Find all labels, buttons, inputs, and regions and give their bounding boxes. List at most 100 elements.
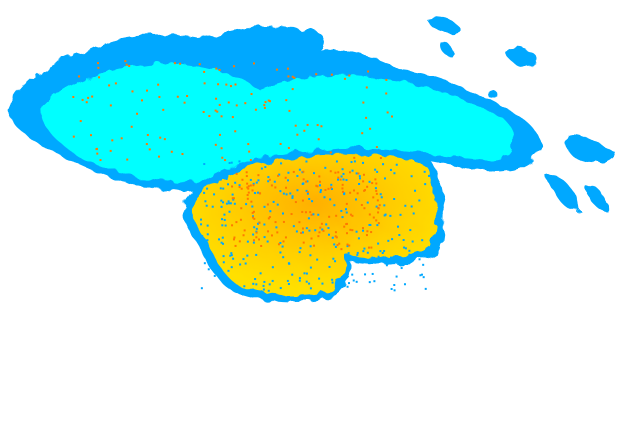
echo-speckle	[325, 223, 328, 226]
echo-speckle	[278, 173, 281, 176]
echo-speckle	[360, 203, 363, 206]
echo-speckle	[264, 166, 267, 169]
echo-speckle	[382, 163, 385, 166]
echo-speckle	[258, 192, 261, 195]
echo-speckle	[315, 184, 318, 187]
echo-speckle	[309, 266, 312, 269]
echo-speckle	[321, 228, 324, 231]
echo-speckle	[214, 143, 217, 146]
echo-speckle	[257, 238, 260, 241]
echo-speckle	[176, 95, 179, 98]
echo-speckle	[368, 213, 371, 216]
echo-speckle	[379, 250, 382, 253]
echo-cell	[425, 16, 460, 33]
echo-speckle	[234, 181, 237, 184]
echo-speckle	[298, 277, 301, 280]
echo-speckle	[250, 93, 253, 96]
echo-speckle	[363, 207, 366, 210]
echo-speckle	[305, 160, 308, 163]
echo-speckle	[377, 242, 380, 245]
echo-speckle	[281, 245, 284, 248]
echo-speckle	[287, 146, 290, 149]
echo-speckle	[252, 233, 255, 236]
echo-speckle	[375, 146, 378, 149]
echo-speckle	[404, 247, 407, 250]
echo-speckle	[345, 232, 348, 235]
echo-cell	[585, 184, 607, 210]
echo-speckle	[254, 278, 257, 281]
echo-speckle	[341, 168, 344, 171]
echo-speckle	[363, 189, 366, 192]
echo-speckle	[320, 222, 323, 225]
echo-speckle	[424, 183, 427, 186]
echo-speckle	[266, 240, 269, 243]
echo-speckle	[280, 162, 283, 165]
echo-speckle	[355, 280, 358, 283]
echo-speckle	[269, 210, 272, 213]
echo-speckle	[282, 192, 285, 195]
echo-speckle	[395, 163, 398, 166]
echo-speckle	[366, 185, 369, 188]
echo-speckle	[302, 241, 305, 244]
echo-speckle	[250, 200, 253, 203]
echo-speckle	[318, 180, 321, 183]
echo-speckle	[249, 178, 252, 181]
echo-speckle	[243, 285, 246, 288]
echo-speckle	[372, 196, 375, 199]
echo-speckle	[220, 205, 223, 208]
echo-speckle	[162, 108, 165, 111]
echo-speckle	[303, 129, 306, 132]
echo-speckle	[330, 186, 333, 189]
echo-speckle	[231, 193, 234, 196]
echo-speckle	[301, 182, 304, 185]
echo-speckle	[231, 116, 234, 119]
echo-speckle	[81, 98, 84, 101]
echo-speckle	[251, 205, 254, 208]
echo-speckle	[136, 112, 139, 115]
echo-speckle	[349, 213, 352, 216]
echo-speckle	[328, 265, 331, 268]
echo-speckle	[289, 192, 292, 195]
echo-speckle	[333, 204, 336, 207]
echo-speckle	[95, 148, 98, 151]
echo-speckle	[247, 143, 250, 146]
echo-speckle	[348, 244, 351, 247]
echo-speckle	[247, 185, 250, 188]
echo-speckle	[231, 197, 234, 200]
echo-speckle	[291, 196, 294, 199]
echo-speckle	[163, 138, 166, 141]
echo-speckle	[377, 211, 380, 214]
echo-speckle	[252, 282, 255, 285]
echo-speckle	[362, 229, 365, 232]
echo-speckle	[422, 263, 425, 266]
echo-speckle	[319, 226, 322, 229]
echo-speckle	[220, 199, 223, 202]
echo-speckle	[356, 253, 359, 256]
echo-speckle	[335, 160, 338, 163]
echo-speckle	[215, 176, 218, 179]
echo-speckle	[400, 267, 403, 270]
echo-speckle	[235, 221, 238, 224]
echo-speckle	[222, 187, 225, 190]
echo-speckle	[421, 239, 424, 242]
echo-speckle	[389, 168, 392, 171]
echo-speckle	[218, 103, 221, 106]
echo-speckle	[271, 279, 274, 282]
echo-speckle	[339, 178, 342, 181]
echo-speckle	[403, 246, 406, 249]
echo-speckle	[91, 95, 94, 98]
echo-speckle	[356, 192, 359, 195]
echo-speckle	[276, 203, 279, 206]
echo-speckle	[351, 214, 354, 217]
echo-speckle	[329, 198, 332, 201]
echo-speckle	[240, 187, 243, 190]
echo-speckle	[310, 237, 313, 240]
echo-speckle	[219, 187, 222, 190]
echo-speckle	[396, 225, 399, 228]
echo-speckle	[96, 62, 99, 65]
echo-speckle	[267, 180, 270, 183]
echo-speckle	[317, 138, 320, 141]
echo-speckle	[314, 229, 317, 232]
echo-speckle	[211, 205, 214, 208]
